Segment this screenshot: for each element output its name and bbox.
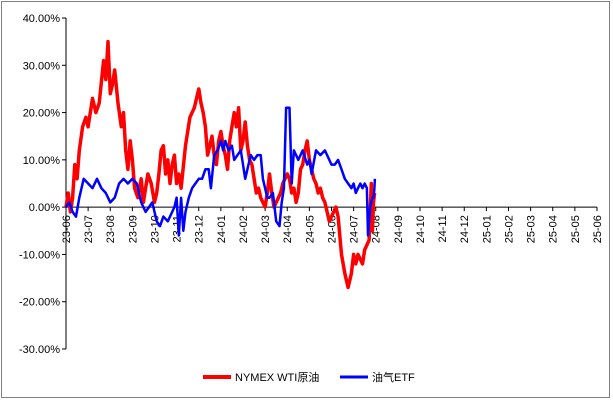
legend-label: 油气ETF: [372, 370, 415, 384]
y-tick-label: 10.00%: [23, 155, 61, 167]
x-tick-label: 24-01: [216, 215, 228, 243]
x-tick-label: 24-05: [304, 215, 316, 243]
x-tick-label: 24-10: [415, 215, 427, 243]
y-tick-label: -30.00%: [19, 344, 60, 356]
x-tick-label: 25-06: [592, 215, 604, 243]
y-tick-label: 0.00%: [29, 202, 60, 214]
y-axis: -30.00% -20.00% -10.00% 0.00% 10.00% 20.00% 30…: [19, 13, 67, 356]
x-tick-label: 24-03: [260, 215, 272, 243]
series-line-2: [64, 106, 377, 237]
series-layer: [64, 39, 377, 290]
y-tick-label: 20.00%: [23, 108, 61, 120]
x-tick-label: 25-02: [504, 215, 516, 243]
x-tick-label: 24-04: [282, 215, 294, 243]
x-tick-label: 23-12: [194, 215, 206, 243]
legend: NYMEX WTI原油 油气ETF: [203, 370, 415, 384]
y-tick-label: -20.00%: [19, 297, 60, 309]
x-tick-label: 24-02: [238, 215, 250, 243]
x-tick-label: 23-08: [105, 215, 117, 243]
x-tick-label: 23-06: [61, 215, 73, 243]
x-tick-label: 24-11: [437, 215, 449, 242]
legend-label: NYMEX WTI原油: [235, 370, 319, 384]
x-tick-label: 25-05: [570, 215, 582, 243]
y-tick-label: -10.00%: [19, 249, 60, 261]
x-tick-label: 24-09: [393, 215, 405, 243]
x-tick-label: 25-03: [526, 215, 538, 243]
x-tick-label: 23-09: [127, 215, 139, 243]
x-tick-label: 25-01: [481, 215, 493, 243]
y-tick-label: 40.00%: [23, 13, 61, 25]
x-tick-label: 24-12: [459, 215, 471, 243]
x-tick-label: 23-07: [83, 215, 95, 243]
x-tick-label: 24-07: [349, 215, 361, 243]
series-line-1: [64, 39, 377, 290]
x-tick-label: 25-04: [548, 215, 560, 243]
y-tick-label: 30.00%: [23, 60, 61, 72]
